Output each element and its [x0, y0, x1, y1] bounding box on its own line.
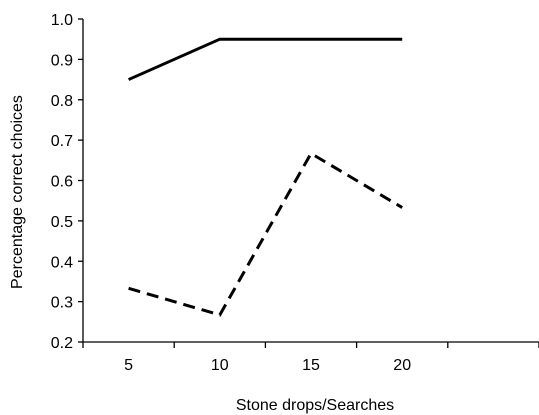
x-axis: 5 10 15 20 [82, 341, 539, 374]
series-line-solid [127, 37, 403, 81]
x-tick-label: 10 [211, 357, 229, 374]
series-line-dashed [128, 151, 403, 317]
x-tick-label: 15 [302, 357, 320, 374]
x-tick-label: 20 [393, 357, 411, 374]
y-tick-label: 1.0 [51, 12, 73, 29]
x-axis-label: Stone drops/Searches [236, 397, 394, 414]
y-tick-label: 0.6 [51, 174, 73, 191]
y-tick-label: 0.4 [51, 254, 73, 271]
y-tick-label: 0.9 [51, 52, 73, 69]
y-tick-label: 0.8 [51, 93, 73, 110]
y-tick-label: 0.7 [51, 133, 73, 150]
y-tick-label: 0.5 [51, 214, 73, 231]
x-tick-label: 5 [124, 357, 133, 374]
y-axis-label: Percentage correct choices [9, 95, 26, 289]
series-layer [127, 37, 403, 317]
y-tick-label: 0.3 [51, 295, 73, 312]
y-axis: 0.2 0.3 0.4 0.5 0.6 0.7 0.8 0.9 1.0 [51, 12, 84, 352]
y-tick-label: 0.2 [51, 335, 73, 352]
